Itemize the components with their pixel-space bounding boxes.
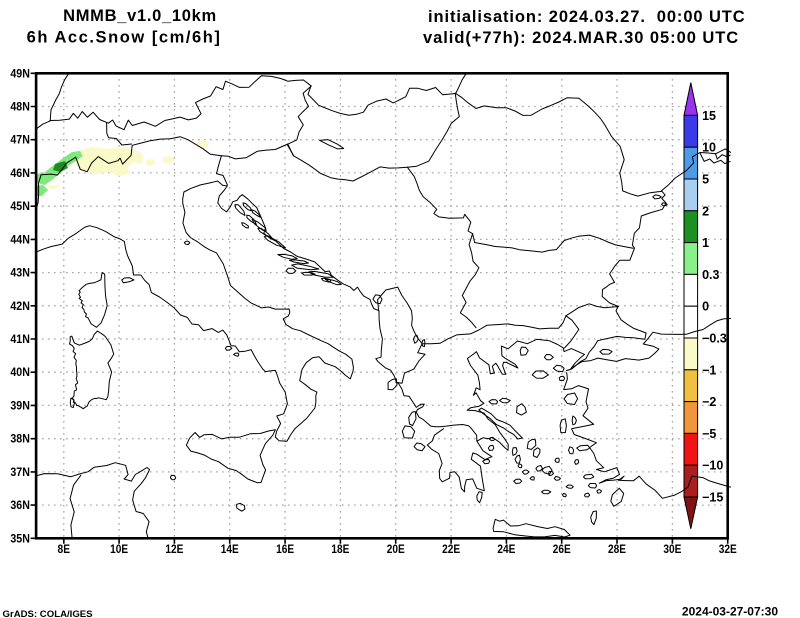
svg-text:initialisation: 2024.03.27. 0: initialisation: 2024.03.27. 00:00 UTC <box>428 8 746 26</box>
svg-text:−0.3: −0.3 <box>702 332 727 346</box>
svg-text:16E: 16E <box>276 544 294 556</box>
svg-text:0.3: 0.3 <box>702 268 719 282</box>
svg-text:41N: 41N <box>10 334 30 346</box>
svg-text:valid(+77h): 2024.MAR.30 05:00: valid(+77h): 2024.MAR.30 05:00 UTC <box>423 29 739 47</box>
svg-text:15: 15 <box>702 109 716 123</box>
svg-text:28E: 28E <box>608 544 626 556</box>
svg-text:26E: 26E <box>553 544 571 556</box>
svg-text:−15: −15 <box>702 491 723 505</box>
svg-text:49N: 49N <box>10 68 30 80</box>
svg-text:46N: 46N <box>10 168 30 180</box>
svg-text:14E: 14E <box>221 544 239 556</box>
svg-text:43N: 43N <box>10 268 30 280</box>
svg-text:−1: −1 <box>702 363 716 377</box>
svg-text:36N: 36N <box>10 500 30 512</box>
svg-text:−10: −10 <box>702 459 723 473</box>
svg-text:45N: 45N <box>10 201 30 213</box>
svg-text:10: 10 <box>702 141 716 155</box>
svg-text:8E: 8E <box>58 544 71 556</box>
svg-text:12E: 12E <box>165 544 183 556</box>
svg-text:1: 1 <box>702 236 709 250</box>
svg-text:20E: 20E <box>387 544 405 556</box>
svg-text:35N: 35N <box>10 533 30 545</box>
svg-text:44N: 44N <box>10 234 30 246</box>
svg-text:6h Acc.Snow [cm/6h]: 6h Acc.Snow [cm/6h] <box>27 29 222 47</box>
svg-text:32E: 32E <box>719 544 737 556</box>
svg-text:−2: −2 <box>702 395 716 409</box>
svg-text:GrADS: COLA/IGES: GrADS: COLA/IGES <box>3 609 94 618</box>
svg-text:10E: 10E <box>110 544 128 556</box>
svg-text:38N: 38N <box>10 434 30 446</box>
svg-text:47N: 47N <box>10 135 30 147</box>
svg-text:0: 0 <box>702 300 709 314</box>
svg-text:−5: −5 <box>702 427 716 441</box>
svg-text:39N: 39N <box>10 400 30 412</box>
svg-text:22E: 22E <box>442 544 460 556</box>
svg-text:5: 5 <box>702 173 709 187</box>
svg-text:18E: 18E <box>331 544 349 556</box>
svg-text:NMMB_v1.0_10km: NMMB_v1.0_10km <box>63 7 217 25</box>
svg-text:2024-03-27-07:30: 2024-03-27-07:30 <box>682 605 778 618</box>
svg-text:2: 2 <box>702 204 709 218</box>
svg-text:24E: 24E <box>497 544 515 556</box>
svg-text:48N: 48N <box>10 102 30 114</box>
svg-text:37N: 37N <box>10 467 30 479</box>
svg-text:30E: 30E <box>663 544 681 556</box>
svg-text:40N: 40N <box>10 367 30 379</box>
svg-text:42N: 42N <box>10 301 30 313</box>
